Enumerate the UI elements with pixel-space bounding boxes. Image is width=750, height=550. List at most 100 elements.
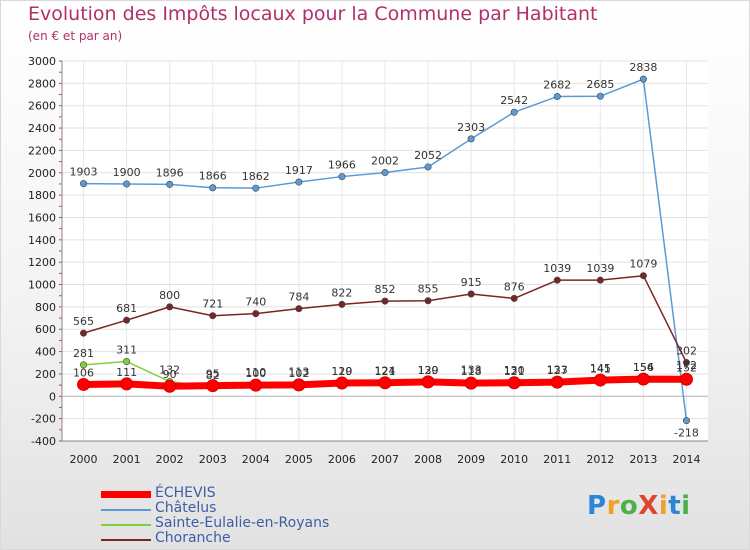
x-tick-label: 2009 <box>457 453 485 466</box>
data-label: 133 <box>547 363 568 376</box>
y-tick-label: 2600 <box>28 100 56 113</box>
data-point <box>123 358 131 366</box>
data-point <box>120 377 134 391</box>
data-point <box>295 305 303 313</box>
data-point <box>163 379 177 393</box>
data-label: 82 <box>206 369 220 382</box>
y-tick-label: 1800 <box>28 189 56 202</box>
data-point <box>206 379 220 393</box>
data-point <box>510 294 518 302</box>
data-label: 1917 <box>285 164 313 177</box>
data-label: 119 <box>331 365 352 378</box>
data-label: 2303 <box>457 121 485 134</box>
logo-letter: X <box>638 491 659 521</box>
data-label: 152 <box>676 361 697 374</box>
data-label: 133 <box>461 363 482 376</box>
data-label: -218 <box>674 427 699 440</box>
data-label: 800 <box>159 289 180 302</box>
data-point <box>80 361 88 369</box>
legend-label: ÉCHEVIS <box>155 485 216 501</box>
data-label: 121 <box>504 365 525 378</box>
data-point <box>166 180 174 188</box>
data-point <box>209 312 217 320</box>
x-tick-label: 2000 <box>70 453 98 466</box>
y-tick-label: 400 <box>35 346 56 359</box>
data-label: 141 <box>590 363 611 376</box>
y-tick-label: 2800 <box>28 77 56 90</box>
data-label: 302 <box>676 345 697 358</box>
data-label: 130 <box>418 364 439 377</box>
x-tick-label: 2011 <box>543 453 571 466</box>
data-point <box>682 417 690 425</box>
data-label: 852 <box>375 283 396 296</box>
data-label: 311 <box>116 344 137 357</box>
x-tick-label: 2007 <box>371 453 399 466</box>
data-label: 145 <box>590 362 611 375</box>
legend-swatch <box>101 491 151 498</box>
data-point <box>424 163 432 171</box>
data-point <box>682 359 690 367</box>
data-label: 121 <box>375 365 396 378</box>
y-tick-label: 600 <box>35 323 56 336</box>
data-label: 1039 <box>543 262 571 275</box>
data-point <box>209 184 217 192</box>
data-label: 172 <box>676 359 697 372</box>
x-tick-label: 2003 <box>199 453 227 466</box>
data-point <box>679 372 693 386</box>
x-tick-label: 2004 <box>242 453 270 466</box>
data-point <box>421 375 435 389</box>
data-point <box>77 377 91 391</box>
data-label: 113 <box>288 366 309 379</box>
data-label: 681 <box>116 302 137 315</box>
data-point <box>80 329 88 337</box>
y-tick-label: 0 <box>49 390 56 403</box>
data-point <box>252 310 260 318</box>
logo-letter: i <box>658 491 669 521</box>
x-tick-label: 2008 <box>414 453 442 466</box>
data-point <box>636 372 650 386</box>
y-tick-label: -400 <box>31 435 56 448</box>
data-point <box>338 173 346 181</box>
data-label: 124 <box>375 364 396 377</box>
proxiti-logo: ProXiti <box>587 491 691 521</box>
y-tick-label: 1200 <box>28 256 56 269</box>
chart-subtitle: (en € et par an) <box>28 29 123 43</box>
x-tick-label: 2006 <box>328 453 356 466</box>
data-label: 154 <box>633 361 654 374</box>
data-point <box>424 297 432 305</box>
data-point <box>338 300 346 308</box>
data-point <box>249 378 263 392</box>
y-tick-label: -200 <box>31 413 56 426</box>
data-point <box>378 376 392 390</box>
legend-swatch <box>101 524 151 526</box>
data-label: 822 <box>331 286 352 299</box>
data-point <box>123 316 131 324</box>
y-tick-label: 2000 <box>28 167 56 180</box>
data-point <box>639 272 647 280</box>
data-label: 110 <box>245 366 266 379</box>
data-point <box>467 135 475 143</box>
y-tick-label: 1000 <box>28 279 56 292</box>
data-label: 156 <box>633 361 654 374</box>
data-point <box>381 297 389 305</box>
data-label: 95 <box>206 368 220 381</box>
data-point <box>639 75 647 83</box>
data-point <box>596 92 604 100</box>
legend-label: Châtelus <box>155 500 217 516</box>
y-tick-label: 2200 <box>28 144 56 157</box>
data-label: 127 <box>547 364 568 377</box>
y-tick-label: 1400 <box>28 234 56 247</box>
data-label: 102 <box>288 367 309 380</box>
data-label: 120 <box>331 365 352 378</box>
data-label: 1966 <box>328 159 356 172</box>
data-label: 915 <box>461 276 482 289</box>
data-label: 721 <box>202 298 223 311</box>
data-label: 1862 <box>242 170 270 183</box>
data-label: 855 <box>418 283 439 296</box>
data-point <box>510 108 518 116</box>
data-point <box>553 276 561 284</box>
data-label: 1900 <box>113 166 141 179</box>
y-tick-label: 800 <box>35 301 56 314</box>
data-point <box>596 276 604 284</box>
